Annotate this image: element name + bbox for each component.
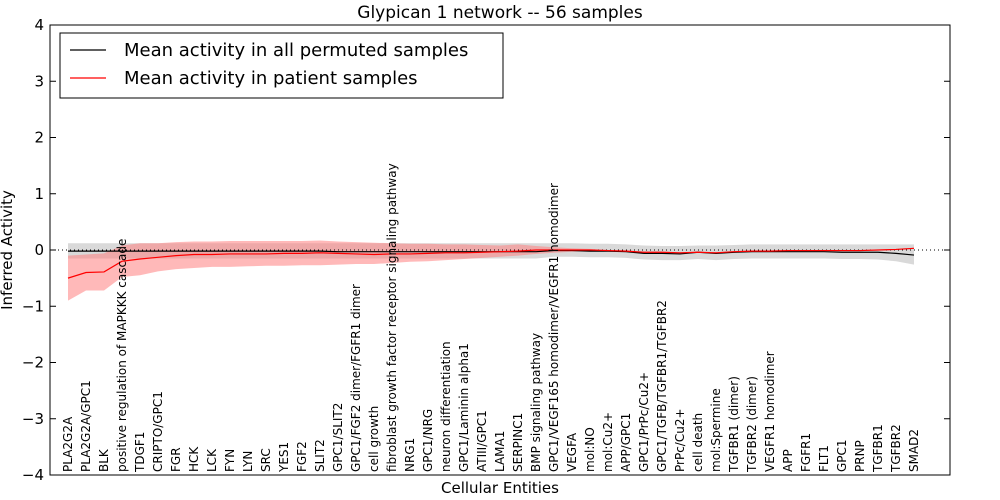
category-label: GPC1/Laminin alpha1 [457, 343, 471, 472]
y-tick-label: −4 [22, 466, 44, 484]
category-label: VEGFR1 homodimer [763, 351, 777, 472]
category-label: cell death [691, 413, 705, 472]
category-label: SMAD2 [907, 429, 921, 472]
category-label: neuron differentiation [439, 341, 453, 472]
category-label: ATIII/GPC1 [475, 410, 489, 472]
y-tick-label: −1 [22, 297, 44, 315]
category-label: TGFBR1 [871, 424, 885, 473]
category-label: VEGFA [565, 432, 579, 472]
y-tick-label: 2 [34, 129, 44, 147]
category-label: GPC1/VEGF165 homodimer/VEGFR1 homodimer [547, 183, 561, 472]
category-label: HCK [187, 446, 201, 472]
category-label: SERPINC1 [511, 413, 525, 472]
category-label: TGFBR2 (dimer) [745, 376, 759, 473]
category-label: BLK [97, 448, 111, 472]
y-axis-ticks: −4 −3 −2 −1 0 1 2 3 4 [22, 16, 950, 484]
series-lines [67, 247, 915, 279]
chart-title: Glypican 1 network -- 56 samples [357, 3, 643, 23]
category-label: FGR [169, 447, 183, 472]
y-tick-label: −3 [22, 410, 44, 428]
category-label: mol:NO [583, 427, 597, 472]
category-label: FLT1 [817, 445, 831, 472]
plot-frame [49, 24, 951, 476]
category-label: FGF2 [295, 441, 309, 472]
category-label: mol:Cu2+ [601, 412, 615, 472]
category-label: GPC1/NRG [421, 409, 435, 472]
category-label: YES1 [277, 442, 291, 473]
category-label: positive regulation of MAPKKK cascade [115, 239, 129, 472]
y-tick-label: 3 [34, 72, 44, 90]
category-label: GPC1/TGFB/TGFBR1/TGFBR2 [655, 300, 669, 472]
y-tick-label: 0 [34, 241, 44, 259]
category-label: FYN [223, 449, 237, 472]
category-label: SLIT2 [313, 439, 327, 472]
category-label: TDGF1 [133, 432, 147, 473]
legend-box [59, 32, 504, 99]
x-axis-label: Cellular Entities [441, 479, 559, 497]
category-label: mol:Spermine [709, 388, 723, 472]
y-tick-label: −2 [22, 354, 44, 372]
category-label: LAMA1 [493, 431, 507, 472]
legend-label-permuted: Mean activity in all permuted samples [124, 40, 468, 61]
y-axis-label: Inferred Activity [0, 190, 16, 310]
category-label: APP [781, 449, 795, 472]
category-label: TGFBR1 (dimer) [727, 376, 741, 473]
category-label: BMP signaling pathway [529, 333, 543, 472]
confidence-bands [68, 240, 914, 301]
category-label: APP/GPC1 [619, 413, 633, 472]
category-label: GPC1/PrPc/Cu2+ [637, 372, 651, 472]
y-tick-label: 1 [34, 185, 44, 203]
category-label: TGFBR2 [889, 424, 903, 473]
category-label: FGFR1 [799, 433, 813, 472]
category-label: GPC1/FGF2 dimer/FGFR1 dimer [349, 284, 363, 472]
category-label: LCK [205, 448, 219, 472]
category-label: cell growth [367, 406, 381, 472]
category-label: CRIPTO/GPC1 [151, 391, 165, 472]
category-label: PRNP [853, 440, 867, 472]
legend: Mean activity in all permuted samples Me… [59, 32, 504, 99]
category-label: LYN [241, 451, 255, 472]
category-label: PrPc/Cu2+ [673, 408, 687, 472]
category-label: PLA2G2A [61, 416, 75, 472]
category-label: NRG1 [403, 438, 417, 472]
category-labels: PLA2G2A PLA2G2A/GPC1 BLK positive regulatio… [61, 163, 921, 473]
legend-label-patient: Mean activity in patient samples [124, 68, 418, 89]
band-series-1 [68, 240, 914, 301]
category-label: GPC1 [835, 439, 849, 472]
category-label: SRC [259, 448, 273, 472]
category-label: PLA2G2A/GPC1 [79, 380, 93, 472]
category-label: GPC1/SLIT2 [331, 403, 345, 472]
y-tick-label: 4 [34, 16, 44, 34]
category-label: fibroblast growth factor receptor signal… [385, 163, 399, 472]
line-series-1 [67, 247, 915, 279]
